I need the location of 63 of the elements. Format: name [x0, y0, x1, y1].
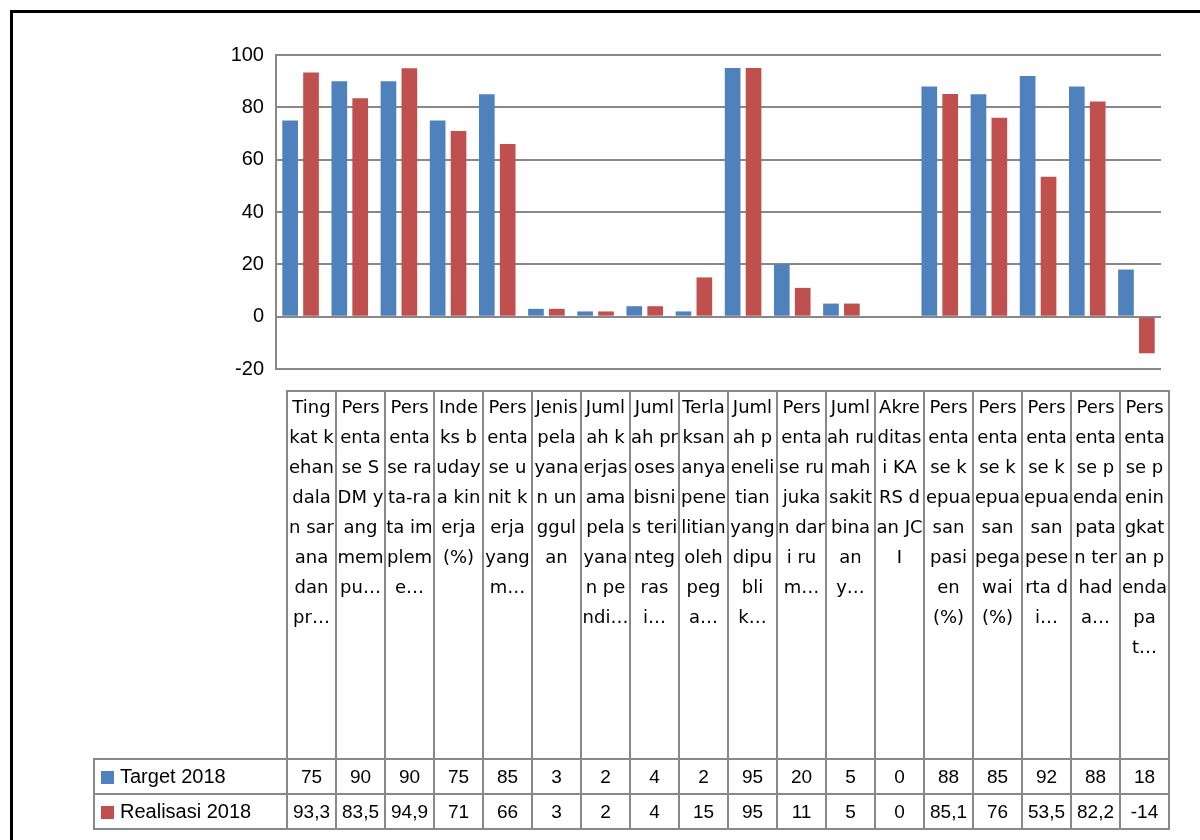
data-label: -14	[1120, 794, 1169, 829]
data-label: 85	[973, 759, 1022, 794]
y-tick-label: 0	[252, 304, 264, 327]
y-tick-label: 80	[241, 94, 264, 117]
x-tick-label: Terlaksananya penelitian oleh pega…	[679, 391, 728, 759]
y-tick-label: 40	[241, 199, 264, 222]
x-tick-label: Persentase unit kerja yang m…	[483, 391, 532, 759]
data-label: 66	[483, 794, 532, 829]
data-label: 95	[728, 759, 777, 794]
x-tick-label: Jumlah penelitian yang dipublik…	[728, 391, 777, 759]
data-label: 3	[532, 759, 581, 794]
data-label: 5	[826, 759, 875, 794]
legend-label: Realisasi 2018	[94, 794, 287, 829]
x-tick-label: Jumlah proses bisnis terintegrasi…	[630, 391, 679, 759]
x-tick-label: Persentase pendapatan terhada…	[1071, 391, 1120, 759]
x-tick-label: Persentase rata-rata impleme…	[385, 391, 434, 759]
y-tick-label: 100	[230, 42, 264, 65]
data-label: 53,5	[1022, 794, 1071, 829]
x-tick-label: Indeks budaya kinerja (%)	[434, 391, 483, 759]
data-label: 83,5	[336, 794, 385, 829]
data-label: 15	[679, 794, 728, 829]
data-label: 3	[532, 794, 581, 829]
data-label: 76	[973, 794, 1022, 829]
data-label: 18	[1120, 759, 1169, 794]
legend-label: Target 2018	[94, 759, 287, 794]
data-label: 94,9	[385, 794, 434, 829]
x-tick-label: Persentase kepuasan peserta di…	[1022, 391, 1071, 759]
data-label: 20	[777, 759, 826, 794]
data-label: 2	[679, 759, 728, 794]
data-label: 75	[434, 759, 483, 794]
data-label: 4	[630, 794, 679, 829]
data-label: 0	[875, 759, 924, 794]
category-label: Persentase peningkatan pendapat…	[1122, 396, 1167, 657]
data-label: 85,1	[924, 794, 973, 829]
data-label: 0	[875, 794, 924, 829]
data-label: 92	[1022, 759, 1071, 794]
data-label: 90	[385, 759, 434, 794]
data-label: 75	[287, 759, 336, 794]
x-tick-label: Persentase kepuasan pegawai (%)	[973, 391, 1022, 759]
data-label: 2	[581, 794, 630, 829]
x-tick-label: Jumlah kerjasama pelayanan pendi…	[581, 391, 630, 759]
x-tick-label: Persentase kepuasan pasien (%)	[924, 391, 973, 759]
data-label: 90	[336, 759, 385, 794]
data-label: 71	[434, 794, 483, 829]
x-tick-label: Persentase rujukan dari rum…	[777, 391, 826, 759]
y-tick-label: 20	[241, 251, 264, 274]
x-tick-label: Jumlah rumah sakit binaan y…	[826, 391, 875, 759]
data-label: 95	[728, 794, 777, 829]
x-tick-label: Akreditasi KARS dan JCI	[875, 391, 924, 759]
data-label: 2	[581, 759, 630, 794]
data-label: 82,2	[1071, 794, 1120, 829]
data-label: 85	[483, 759, 532, 794]
data-label: 4	[630, 759, 679, 794]
data-label: 11	[777, 794, 826, 829]
y-tick-label: 60	[241, 147, 264, 170]
x-tick-label: Jenis pelayanan unggulan	[532, 391, 581, 759]
data-label: 88	[924, 759, 973, 794]
x-tick-label: Tingkat kehandalan sarana dan pr…	[287, 391, 336, 759]
data-label: 5	[826, 794, 875, 829]
x-tick-label: Persentase SDM yang mempu…	[336, 391, 385, 759]
data-label: 88	[1071, 759, 1120, 794]
data-label: 93,3	[287, 794, 336, 829]
y-tick-label: -20	[235, 356, 264, 379]
